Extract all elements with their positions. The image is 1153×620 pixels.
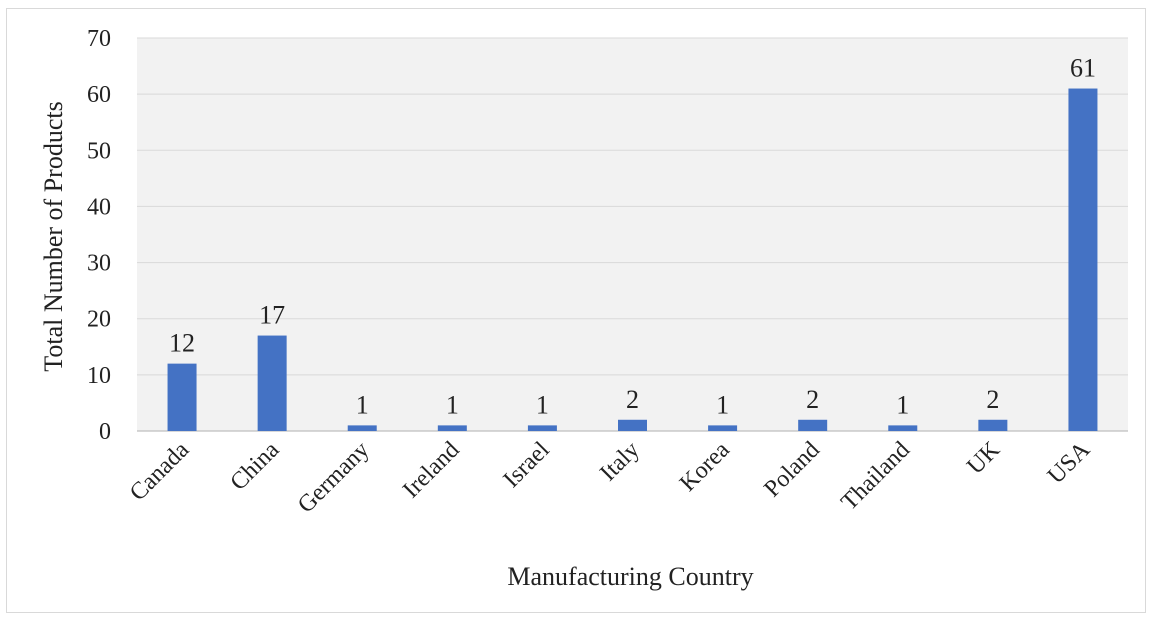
y-tick-label: 20: [87, 307, 111, 333]
gridlines: [137, 37, 1128, 432]
data-label: 1: [446, 390, 459, 419]
data-label: 2: [626, 385, 639, 414]
x-tick-label: Korea: [675, 437, 735, 497]
x-tick-label: Canada: [125, 437, 195, 507]
y-tick-label: 40: [87, 194, 111, 220]
y-tick-label: 60: [87, 82, 111, 108]
bar: [888, 425, 918, 431]
x-tick-label: Israel: [499, 437, 555, 493]
x-tick-label: Ireland: [398, 437, 464, 503]
bar: [527, 425, 557, 431]
bar: [167, 363, 197, 431]
data-label: 1: [716, 390, 729, 419]
x-tick-label: Italy: [595, 437, 644, 486]
x-axis-ticks: Canada China Germany Ireland Israel Italy Kore…: [125, 436, 1096, 518]
y-tick-label: 0: [99, 419, 111, 445]
bar: [347, 425, 377, 431]
data-label: 1: [536, 390, 549, 419]
bars: [167, 88, 1098, 432]
y-axis-ticks: 0 10 20 30 40 50 60 70: [87, 26, 111, 445]
bar: [257, 335, 287, 431]
x-tick-label: USA: [1043, 436, 1096, 489]
data-label: 17: [259, 301, 285, 330]
bar: [978, 419, 1008, 431]
y-tick-label: 10: [87, 363, 111, 389]
data-label: 2: [806, 385, 819, 414]
x-axis-title: Manufacturing Country: [507, 562, 753, 591]
bar: [708, 425, 738, 431]
x-tick-label: China: [225, 437, 284, 496]
x-tick-label: Germany: [293, 437, 375, 519]
bar: [437, 425, 467, 431]
y-tick-label: 70: [87, 26, 111, 52]
data-label: 61: [1070, 54, 1096, 83]
y-tick-label: 30: [87, 251, 111, 277]
bar: [798, 419, 828, 431]
data-label: 2: [986, 385, 999, 414]
y-axis-title: Total Number of Products: [39, 101, 68, 371]
data-label: 1: [356, 390, 369, 419]
bar: [1068, 88, 1098, 432]
y-tick-label: 50: [87, 138, 111, 164]
x-tick-label: Poland: [759, 437, 825, 503]
x-tick-label: Thailand: [836, 437, 915, 516]
bar: [618, 419, 647, 431]
plot-area: [137, 38, 1128, 431]
data-label: 12: [169, 329, 195, 358]
x-tick-label: UK: [962, 436, 1005, 479]
data-label: 1: [896, 390, 909, 419]
